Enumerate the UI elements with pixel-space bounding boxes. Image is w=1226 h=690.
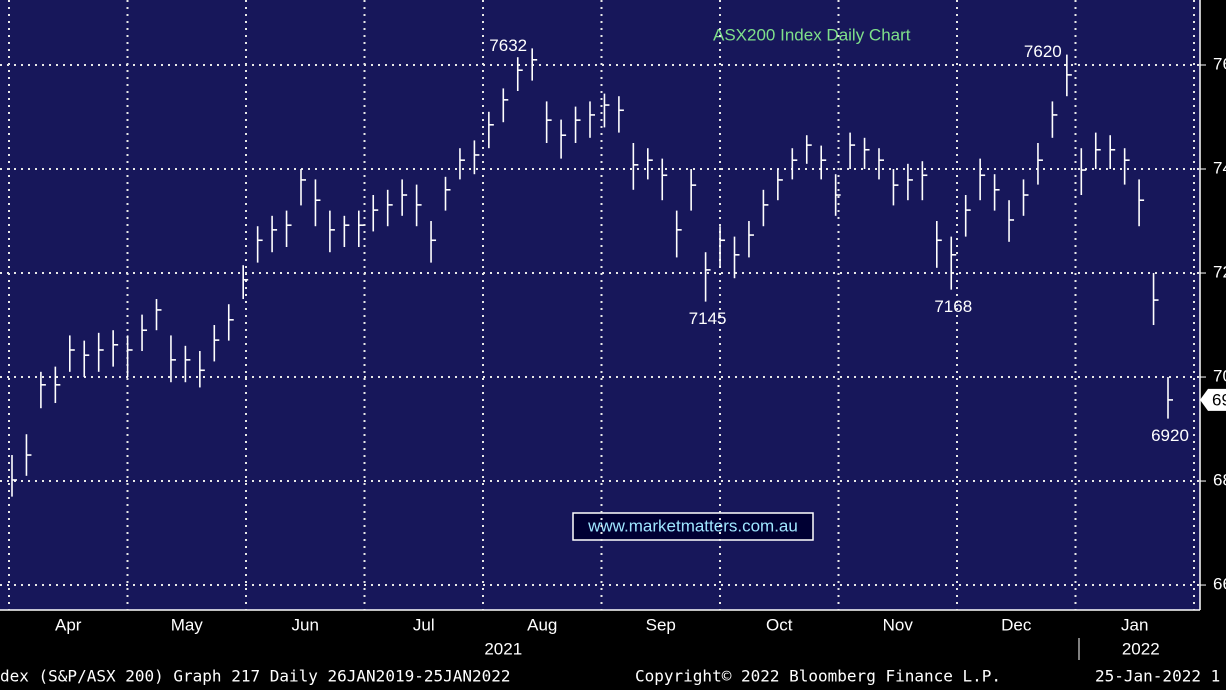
x-tick-label: Nov — [883, 615, 914, 634]
plot-background — [0, 0, 1200, 610]
annotation: 7620 — [1024, 42, 1062, 61]
y-tick-label: 6800 — [1213, 471, 1226, 490]
year-label: 2022 — [1122, 639, 1160, 658]
x-tick-label: Jan — [1121, 615, 1148, 634]
x-tick-label: Jul — [413, 615, 435, 634]
chart-title: ASX200 Index Daily Chart — [713, 25, 911, 44]
annotation: 7632 — [489, 36, 527, 55]
x-tick-label: Apr — [55, 615, 82, 634]
y-tick-label: 7600 — [1213, 54, 1226, 73]
y-tick-label: 7200 — [1213, 263, 1226, 282]
year-label: 2021 — [484, 639, 522, 658]
annotation: 7168 — [934, 297, 972, 316]
x-tick-label: Oct — [766, 615, 793, 634]
x-tick-label: Sep — [646, 615, 676, 634]
y-tick-label: 7000 — [1213, 367, 1226, 386]
x-tick-label: Aug — [527, 615, 557, 634]
footer-left: dex (S&P/ASX 200) Graph 217 Daily 26JAN2… — [0, 667, 511, 686]
annotation: 6920 — [1151, 426, 1189, 445]
y-tick-label: 7400 — [1213, 158, 1226, 177]
annotation: 7145 — [689, 309, 727, 328]
x-tick-label: May — [171, 615, 204, 634]
last-price-label: 6956 — [1212, 390, 1226, 409]
x-tick-label: Dec — [1001, 615, 1032, 634]
x-tick-label: Jun — [292, 615, 319, 634]
footer-center: Copyright© 2022 Bloomberg Finance L.P. — [635, 667, 1001, 686]
watermark-box — [572, 512, 814, 541]
y-tick-label: 6600 — [1213, 575, 1226, 594]
footer-right: 25-Jan-2022 1 — [1095, 667, 1220, 686]
last-price-tag — [1200, 388, 1226, 411]
watermark: www.marketmatters.com.au — [587, 516, 798, 535]
